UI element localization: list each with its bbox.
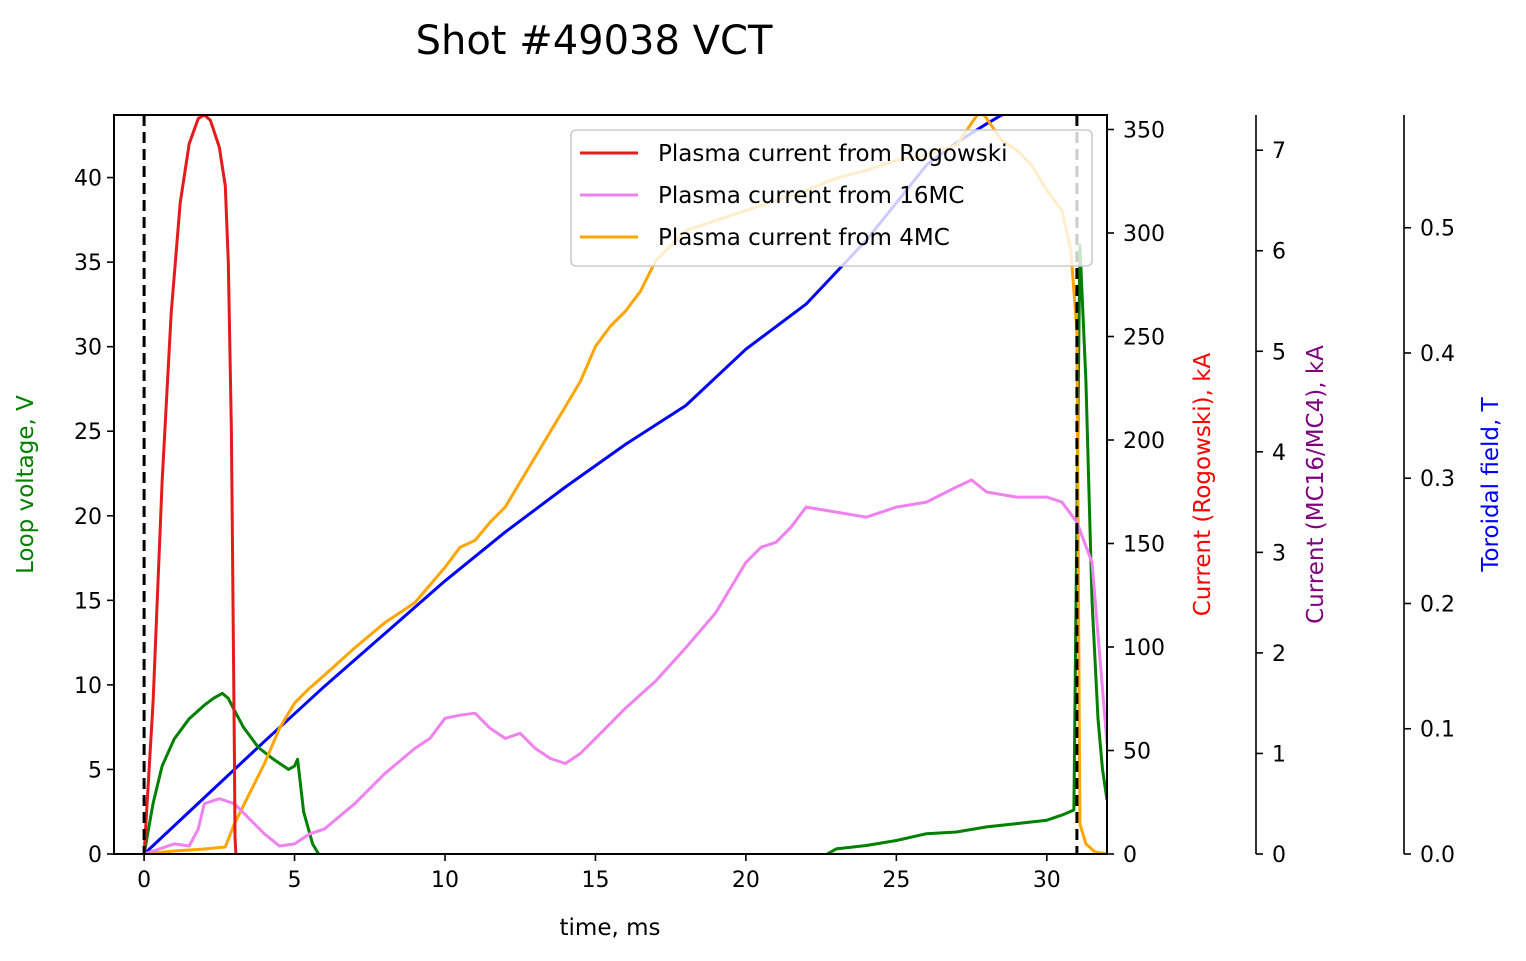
x-tick-label: 0 xyxy=(137,868,151,893)
series-line xyxy=(826,243,1107,854)
x-axis-label: time, ms xyxy=(560,915,661,941)
y-tick-label: 250 xyxy=(1123,325,1165,350)
x-axis: 0 5 10 15 20 25 30 xyxy=(137,854,1061,893)
chart-title: Shot #49038 VCT xyxy=(416,18,773,64)
y-tick-label: 350 xyxy=(1123,118,1165,143)
legend: Plasma current from Rogowski Plasma curre… xyxy=(570,129,1093,267)
y-tick-label: 1 xyxy=(1272,742,1286,767)
series-line xyxy=(142,115,238,854)
y-tick-label: 25 xyxy=(74,420,102,445)
series-line xyxy=(143,478,1107,854)
y-tick-label: 0.1 xyxy=(1420,718,1455,743)
y-tick-label: 0.3 xyxy=(1420,467,1455,492)
y-tick-label: 3 xyxy=(1272,541,1286,566)
y-tick-label: 6 xyxy=(1272,240,1286,265)
y-tick-label: 0.0 xyxy=(1420,843,1455,868)
x-tick-label: 10 xyxy=(431,868,459,893)
y-axis-label: Loop voltage, V xyxy=(13,395,39,574)
series-layer xyxy=(142,115,1107,854)
legend-entry: Plasma current from 16MC xyxy=(658,183,964,209)
y-tick-label: 0.5 xyxy=(1420,217,1455,242)
legend-box xyxy=(570,129,1093,267)
y-tick-label: 0.4 xyxy=(1420,342,1455,367)
y-tick-label: 50 xyxy=(1123,739,1151,764)
legend-entry: Plasma current from Rogowski xyxy=(658,141,1007,167)
y-axis-voltage: 0 5 10 15 20 25 30 35 40 Loop voltage, V xyxy=(13,167,114,868)
legend-entry: Plasma current from 4MC xyxy=(658,225,950,251)
y-tick-label: 15 xyxy=(74,589,102,614)
y-axis-mc: 0 1 2 3 4 5 6 7 Current (MC16/MC4), kA xyxy=(1255,115,1329,868)
y-tick-label: 150 xyxy=(1123,532,1165,557)
y-tick-label: 0 xyxy=(88,843,102,868)
y-tick-label: 20 xyxy=(74,505,102,530)
plot-frame xyxy=(113,114,1108,855)
y-axis-rogowski: 0 50 100 150 200 250 300 350 Current (Rogowski),… xyxy=(1107,118,1216,868)
y-axis-field: 0.0 0.1 0.2 0.3 0.4 0.5 Toroidal field, T xyxy=(1403,115,1504,868)
x-tick-label: 30 xyxy=(1033,868,1061,893)
y-tick-label: 5 xyxy=(88,758,102,783)
x-tick-label: 20 xyxy=(732,868,760,893)
y-tick-label: 40 xyxy=(74,167,102,192)
y-tick-label: 0 xyxy=(1123,843,1137,868)
y-tick-label: 4 xyxy=(1272,441,1286,466)
y-axis-label: Current (MC16/MC4), kA xyxy=(1303,345,1329,624)
y-tick-label: 7 xyxy=(1272,139,1286,164)
y-axis-label: Current (Rogowski), kA xyxy=(1190,352,1216,616)
y-tick-label: 2 xyxy=(1272,642,1286,667)
y-tick-label: 35 xyxy=(74,251,102,276)
y-axis-label: Toroidal field, T xyxy=(1478,396,1504,572)
y-tick-label: 100 xyxy=(1123,636,1165,661)
y-tick-label: 10 xyxy=(74,674,102,699)
y-tick-label: 0.2 xyxy=(1420,592,1455,617)
x-tick-label: 25 xyxy=(882,868,910,893)
y-tick-label: 5 xyxy=(1272,340,1286,365)
x-tick-label: 15 xyxy=(581,868,609,893)
y-tick-label: 0 xyxy=(1272,843,1286,868)
series-line xyxy=(143,115,1008,854)
y-tick-label: 200 xyxy=(1123,429,1165,454)
x-tick-label: 5 xyxy=(288,868,302,893)
y-tick-label: 30 xyxy=(74,336,102,361)
y-tick-label: 300 xyxy=(1123,222,1165,247)
